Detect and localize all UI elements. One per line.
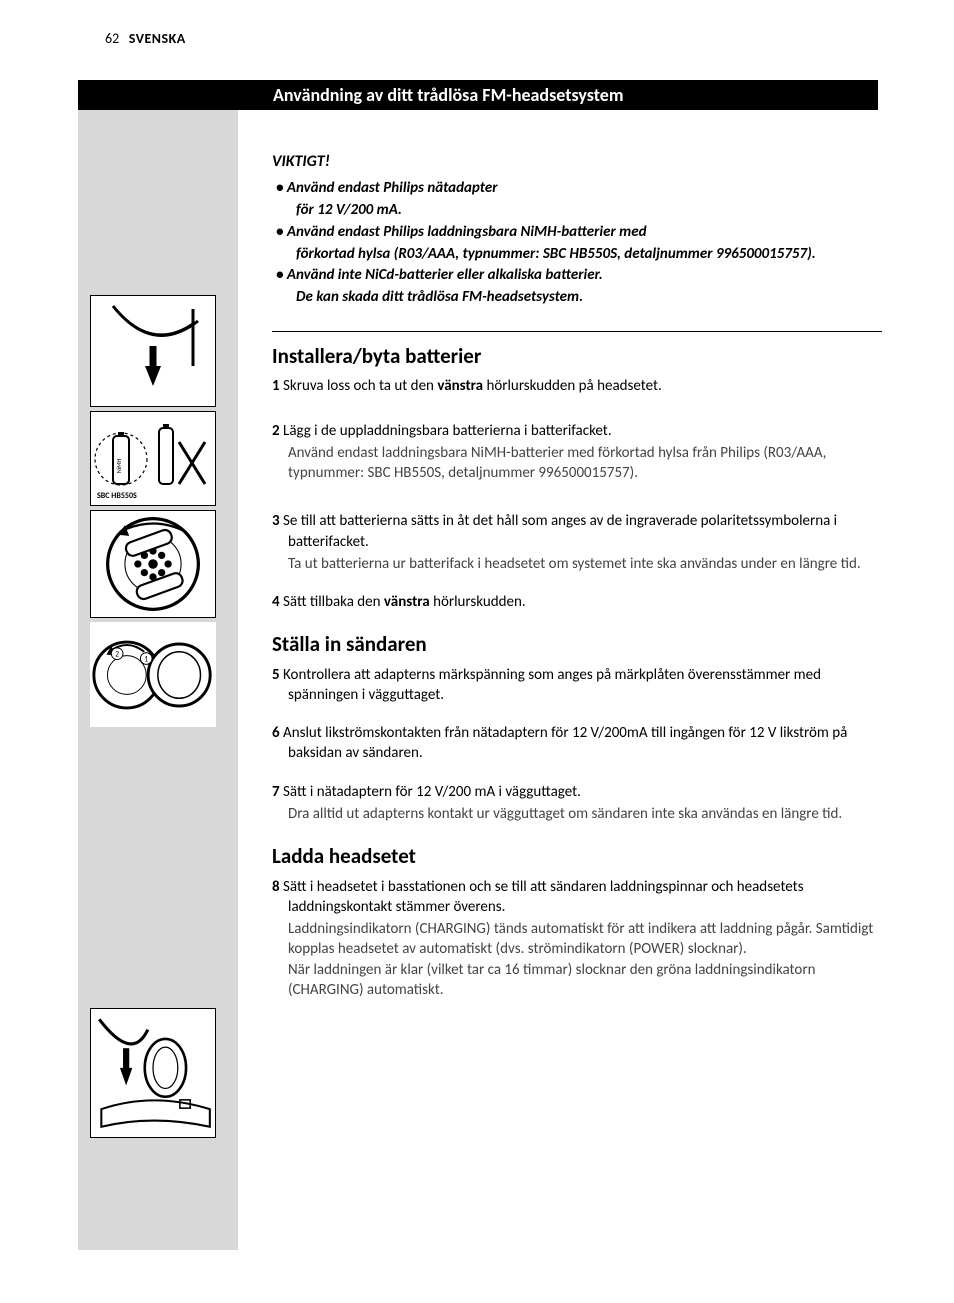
section-install-heading: Installera/byta batterier — [272, 342, 882, 370]
illustration-column-top: NiMH SBC HB550S — [90, 295, 225, 731]
bullet-1-line2: för 12 V/200 mA. — [272, 200, 882, 222]
language-label: SVENSKA — [129, 30, 186, 47]
step-6: 6 Anslut likströmskontakten från nätadap… — [272, 723, 882, 764]
page-header: 62 SVENSKA — [0, 30, 894, 49]
bullet-1-line1: • Använd endast Philips nätadapter — [272, 178, 882, 200]
bullet-2-line2: förkortad hylsa (R03/AAA, typnummer: SBC… — [272, 244, 882, 266]
section-transmitter-heading: Ställa in sändaren — [272, 630, 882, 658]
important-heading: VIKTIGT! — [272, 151, 882, 173]
battery-type-label: SBC HB550S — [97, 491, 137, 502]
illustration-charging-dock — [90, 1008, 216, 1138]
svg-text:2: 2 — [115, 650, 119, 659]
illustration-column-bottom — [90, 1008, 225, 1142]
section-charge-heading: Ladda headsetet — [272, 842, 882, 870]
illustration-battery-insert — [90, 510, 216, 618]
bullet-2-line1: • Använd endast Philips laddningsbara Ni… — [272, 222, 882, 244]
illustration-batteries: NiMH SBC HB550S — [90, 411, 216, 506]
separator-1 — [272, 331, 882, 332]
step-1: 1 Skruva loss och ta ut den vänstra hörl… — [272, 376, 882, 396]
step-4: 4 Sätt tillbaka den vänstra hörlurskudde… — [272, 592, 882, 612]
bullet-3-line1: • Använd inte NiCd-batterier eller alkal… — [272, 265, 882, 287]
step-5: 5 Kontrollera att adapterns märkspänning… — [272, 665, 882, 706]
svg-text:1: 1 — [144, 655, 148, 664]
step-2: 2 Lägg i de uppladdningsbara batterierna… — [272, 421, 882, 484]
page-number: 62 — [105, 30, 119, 47]
illustration-earpad-replace: 2 1 — [90, 622, 216, 727]
illustration-earpad-remove — [90, 295, 216, 407]
svg-text:NiMH: NiMH — [115, 458, 123, 472]
step-8: 8 Sätt i headsetet i basstationen och se… — [272, 877, 882, 1001]
step-3: 3 Se till att batterierna sätts in åt de… — [272, 511, 882, 574]
step-7: 7 Sätt i nätadaptern för 12 V/200 mA i v… — [272, 782, 882, 825]
important-bullets: • Använd endast Philips nätadapter för 1… — [272, 178, 882, 309]
bullet-3-line2: De kan skada ditt trådlösa FM-headsetsys… — [272, 287, 882, 309]
main-content: VIKTIGT! • Använd endast Philips nätadap… — [272, 81, 882, 1000]
